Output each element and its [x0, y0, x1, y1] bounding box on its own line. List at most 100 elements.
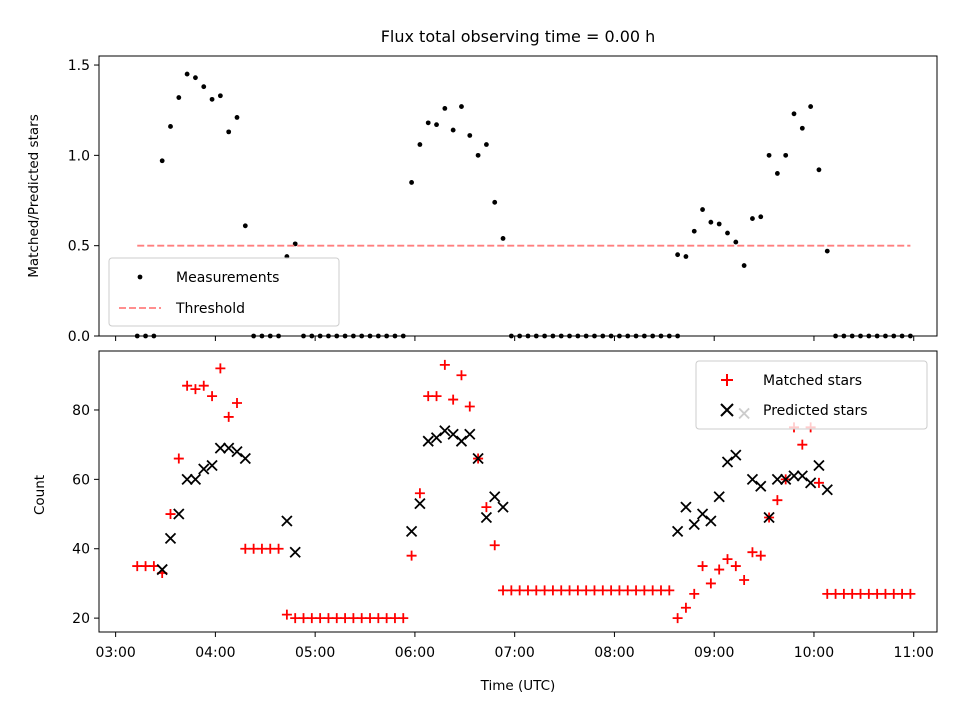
measurement-point — [708, 219, 714, 225]
matched-stars-point — [148, 561, 159, 572]
predicted-stars-point — [821, 484, 833, 496]
predicted-stars-point — [721, 456, 734, 468]
matched-stars-point — [705, 578, 716, 589]
predicted-stars-point — [223, 442, 235, 454]
matched-stars-point — [672, 613, 683, 624]
measurement-point — [168, 124, 173, 129]
predicted-stars-point — [414, 498, 426, 510]
predicted-stars-point — [173, 508, 185, 520]
measurement-point — [184, 71, 190, 77]
predicted-stars-point — [430, 432, 443, 444]
x-tick-label: 04:00 — [195, 645, 235, 661]
matched-stars-point — [813, 477, 824, 488]
measurement-point — [783, 152, 789, 158]
count-legend: Matched stars Predicted stars — [695, 360, 928, 430]
matched-stars-point — [173, 453, 184, 464]
measurement-point — [766, 152, 772, 158]
measurement-point — [450, 127, 456, 133]
predicted-stars-point — [671, 525, 684, 538]
legend-predicted-label: Predicted stars — [763, 403, 868, 419]
x-tick-label: 06:00 — [395, 645, 435, 661]
matched-stars-point — [739, 574, 750, 585]
matched-stars-point — [190, 384, 201, 395]
measurement-point — [242, 223, 248, 229]
legend-matched-label: Matched stars — [763, 373, 862, 389]
legend-predicted-marker — [720, 403, 734, 417]
predicted-stars-point — [796, 470, 808, 482]
matched-stars-point — [281, 609, 292, 620]
measurement-point — [475, 152, 481, 158]
matched-stars-point — [398, 613, 409, 624]
predicted-stars-point — [239, 452, 251, 465]
predicted-stars-point — [480, 511, 493, 524]
legend-matched-marker — [721, 374, 733, 386]
measurement-point — [750, 216, 755, 221]
matched-stars-point — [223, 411, 234, 422]
predicted-stars-point — [705, 515, 717, 527]
ratio-y-tick-label: 1.5 — [68, 58, 90, 74]
predicted-stars-point — [281, 515, 293, 527]
predicted-stars-point — [696, 508, 709, 520]
predicted-stars-point — [497, 501, 509, 513]
x-tick-label: 03:00 — [95, 645, 135, 661]
predicted-stars-point — [688, 518, 700, 531]
ratio-axes-ticks: 0.0 0.5 1.0 1.5 — [68, 58, 915, 345]
matched-stars-point — [680, 602, 691, 613]
measurement-point — [467, 133, 473, 138]
matched-stars-point — [165, 509, 176, 520]
predicted-stars-point — [489, 491, 501, 503]
measurement-point — [193, 75, 198, 81]
measurement-point — [425, 120, 431, 126]
matched-stars-point — [489, 540, 500, 551]
measurement-point — [700, 207, 705, 212]
ratio-legend: Measurements Threshold — [108, 257, 340, 327]
measurement-point — [791, 111, 797, 117]
x-tick-label: 05:00 — [295, 645, 335, 661]
matched-stars-point — [464, 401, 475, 412]
count-axes-frame — [98, 350, 938, 633]
matched-stars-point — [481, 502, 492, 513]
predicted-stars-point — [788, 470, 800, 482]
measurement-point — [733, 239, 739, 245]
predicted-stars-point — [181, 473, 193, 485]
measurement-point — [217, 93, 223, 99]
predicted-stars-point — [206, 459, 218, 472]
predicted-stars-point — [439, 425, 451, 437]
matched-stars-point — [755, 550, 766, 561]
predicted-stars-point — [156, 563, 168, 576]
matched-stars-point — [797, 439, 808, 450]
predicted-stars-point — [405, 525, 418, 538]
count-y-tick-label: 20 — [72, 611, 90, 627]
legend-measurements-label: Measurements — [176, 270, 279, 286]
matched-stars-point — [730, 561, 741, 572]
measurement-point — [492, 199, 498, 205]
measurement-point — [159, 158, 165, 164]
count-y-tick-label: 80 — [72, 403, 90, 419]
predicted-stars-point — [813, 459, 825, 472]
measurement-point — [459, 104, 464, 109]
measurement-point — [201, 84, 207, 90]
ratio-legend-box — [108, 257, 340, 327]
measurement-point — [725, 230, 730, 236]
measurement-point — [209, 96, 215, 102]
measurement-point — [500, 236, 506, 241]
predicted-stars-point — [464, 428, 476, 440]
measurement-point — [675, 252, 681, 258]
predicted-stars-point — [447, 428, 459, 440]
measurement-point — [417, 142, 423, 147]
legend-threshold-label: Threshold — [175, 301, 245, 317]
measurement-point — [741, 263, 747, 268]
predicted-stars-point — [198, 463, 210, 475]
predicted-stars-point — [763, 511, 775, 524]
predicted-stars-point — [755, 480, 767, 492]
matched-stars-point — [273, 543, 284, 554]
measurement-point — [409, 180, 414, 185]
ratio-y-tick-label: 0.5 — [68, 239, 90, 255]
measurement-point — [824, 248, 830, 254]
predicted-stars-point — [231, 445, 243, 458]
matched-stars-point — [772, 495, 783, 506]
matched-stars-point — [905, 588, 916, 599]
chart-title: Flux total observing time = 0.00 h — [381, 27, 656, 46]
